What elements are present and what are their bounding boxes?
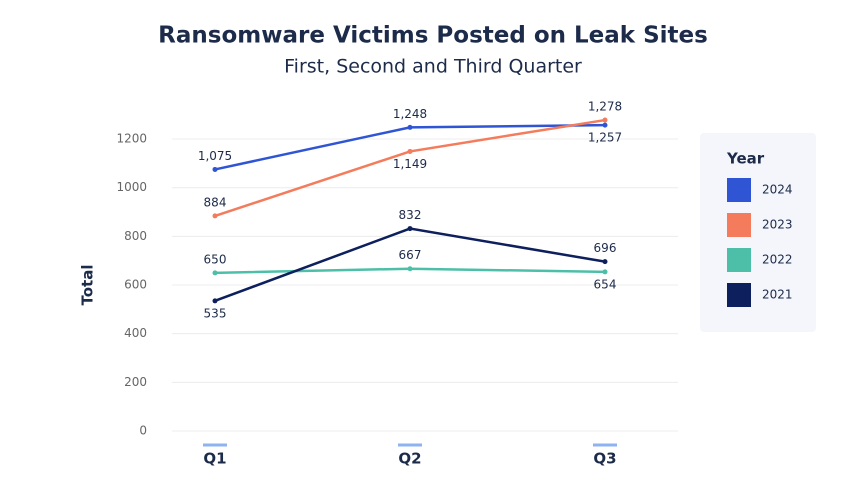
point [602,122,608,128]
legend-swatch [727,178,751,202]
x-tick-label: Q2 [398,450,421,468]
value-label: 654 [594,277,617,291]
x-tick-label: Q3 [593,450,616,468]
value-label: 535 [204,306,227,320]
value-label: 1,149 [393,157,427,171]
point [407,226,413,232]
y-tick-label: 600 [124,278,147,292]
point [602,117,608,123]
chart-title: Ransomware Victims Posted on Leak Sites [158,23,708,49]
point [212,166,218,172]
point [212,270,218,276]
point [407,148,413,154]
y-tick-label: 800 [124,229,147,243]
legend-swatch [727,248,751,272]
value-label: 650 [204,252,227,266]
value-label: 696 [594,241,617,255]
y-tick-label: 1000 [116,180,147,194]
chart-subtitle: First, Second and Third Quarter [284,56,582,78]
legend-label: 2023 [762,218,793,232]
point [407,124,413,130]
y-tick-label: 0 [139,424,147,438]
value-label: 1,248 [393,107,427,121]
y-tick-label: 200 [124,375,147,389]
point [602,259,608,265]
point [407,266,413,272]
value-label: 1,257 [588,131,622,145]
legend-swatch [727,283,751,307]
y-tick-label: 400 [124,326,147,340]
series-line [214,227,606,303]
value-label: 832 [399,208,422,222]
legend-title: Year [726,150,765,168]
point [212,213,218,219]
point [602,269,608,275]
legend-label: 2022 [762,253,793,267]
point [212,298,218,304]
y-axis-label: Total [79,265,97,306]
legend-label: 2024 [762,183,793,197]
legend-swatch [727,213,751,237]
value-label: 1,075 [198,149,232,163]
value-label: 1,278 [588,100,622,114]
y-tick-label: 1200 [116,132,147,146]
value-label: 667 [399,248,422,262]
x-tick-label: Q1 [203,450,226,468]
legend-label: 2021 [762,288,793,302]
value-label: 884 [204,195,227,209]
